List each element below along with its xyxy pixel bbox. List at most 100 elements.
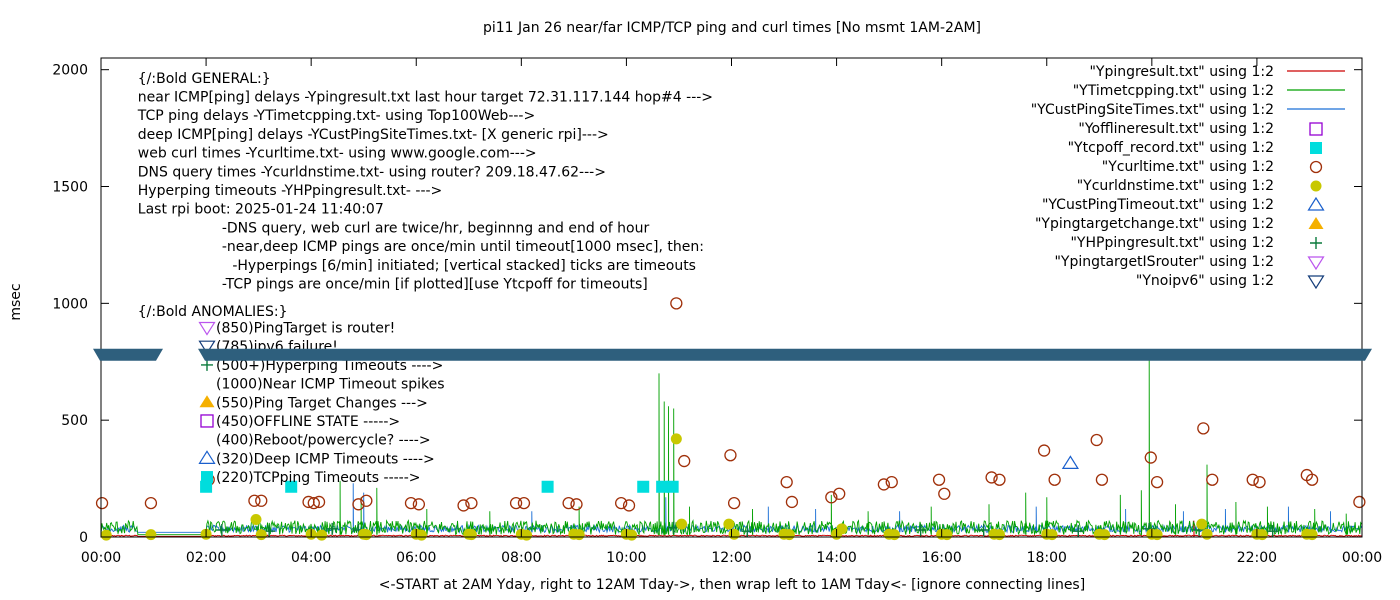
data-point — [250, 513, 262, 525]
annotation-layer: {/:Bold GENERAL:} near ICMP[ping] delays … — [137, 71, 713, 486]
data-point — [416, 529, 428, 541]
legend-label: "YTimetcpping.txt" using 1:2 — [1073, 83, 1274, 99]
point-series — [1061, 455, 1079, 469]
x-tick-label: 16:00 — [921, 550, 961, 566]
point-series — [95, 297, 1366, 512]
data-point — [1206, 473, 1219, 486]
legend-swatch — [1307, 256, 1325, 271]
legend: "Ypingresult.txt" using 1:2 "YTimetcpping… — [1031, 64, 1345, 290]
annotation-line: -DNS query, web curl are twice/hr, begin… — [222, 220, 650, 236]
data-point — [144, 496, 158, 510]
data-point — [637, 480, 650, 493]
axes: 00:00 02:00 04:00 06:00 08:00 10:00 12:00 14:00… — [52, 58, 1382, 566]
data-point — [676, 518, 688, 530]
data-point — [932, 473, 946, 486]
y-tick-label: 1500 — [52, 180, 88, 196]
x-tick-label: 08:00 — [501, 550, 541, 566]
data-point — [1306, 529, 1318, 541]
axis-break-bar-left — [93, 348, 163, 361]
data-point — [1061, 455, 1079, 469]
data-point — [1099, 529, 1111, 541]
annotation-line: TCP ping delays -YTimetcpping.txt- using… — [137, 108, 535, 124]
legend-swatch — [1310, 180, 1322, 192]
annotation-line: deep ICMP[ping] delays -YCustPingSiteTim… — [138, 127, 609, 143]
anomaly-line: (500+)Hyperping Timeouts ----> — [216, 358, 443, 374]
hyperping-timeout-mark — [741, 525, 754, 538]
annotation-line: -TCP pings are once/min [if plotted][use… — [222, 276, 648, 292]
legend-label: "Ycurltime.txt" using 1:2 — [1102, 159, 1274, 175]
data-point — [562, 496, 575, 510]
data-point — [1151, 529, 1163, 541]
data-point — [517, 496, 531, 510]
data-point — [1305, 473, 1319, 486]
data-point — [941, 529, 953, 541]
legend-label: "YCustPingSiteTimes.txt" using 1:2 — [1031, 102, 1274, 118]
hyperping-timeout-mark — [1266, 525, 1279, 538]
legend-swatch — [1307, 196, 1325, 211]
data-point — [724, 449, 737, 462]
data-point — [465, 529, 477, 541]
annotation-line: {/:Bold ANOMALIES:} — [138, 304, 288, 320]
data-point — [100, 529, 112, 541]
anomaly-line: (400)Reboot/powercycle? ----> — [216, 433, 431, 449]
y-axis-label: msec — [8, 283, 24, 320]
data-point — [1037, 444, 1051, 457]
data-point — [728, 528, 740, 540]
data-point — [412, 498, 426, 511]
data-point — [622, 499, 636, 512]
data-point — [885, 475, 898, 489]
data-point — [509, 496, 523, 510]
data-point — [1048, 473, 1061, 486]
x-tick-label: 00:00 — [1342, 550, 1382, 566]
x-tick-label: 06:00 — [396, 550, 436, 566]
data-point — [825, 491, 838, 504]
data-point — [993, 473, 1006, 486]
legend-swatch — [1309, 160, 1323, 174]
annotation-line: Last rpi boot: 2025-01-24 11:40:07 — [138, 202, 384, 218]
data-point — [670, 297, 683, 310]
legend-swatch — [1307, 275, 1325, 290]
data-point — [783, 529, 795, 541]
point-series — [200, 480, 679, 493]
legend-label: "Yofflineresult.txt" using 1:2 — [1078, 121, 1274, 137]
axis-break-bar — [198, 348, 1372, 361]
hyperping-timeout-mark — [326, 522, 339, 535]
y-tick-label: 0 — [79, 530, 88, 546]
data-point — [573, 529, 585, 541]
x-tick-label: 12:00 — [711, 550, 751, 566]
data-point — [285, 480, 298, 493]
data-point — [570, 498, 583, 511]
anomaly-marker — [198, 340, 216, 355]
legend-label: "Ycurldnstime.txt" using 1:2 — [1077, 178, 1274, 194]
data-point — [1246, 473, 1259, 486]
data-point — [316, 529, 328, 541]
data-point — [833, 487, 846, 500]
data-point — [248, 494, 261, 507]
data-point — [727, 496, 741, 510]
data-point — [312, 495, 326, 509]
data-point — [670, 433, 682, 445]
data-point — [656, 480, 669, 493]
data-point — [877, 478, 891, 491]
legend-label: "YCustPingTimeout.txt" using 1:2 — [1042, 197, 1274, 213]
y-tick-label: 1000 — [52, 296, 88, 312]
y-tick-label: 2000 — [52, 63, 88, 79]
anomaly-line: (450)OFFLINE STATE -----> — [216, 414, 400, 430]
legend-label: "Ynoipv6" using 1:2 — [1136, 273, 1274, 289]
data-point — [352, 498, 365, 511]
legend-label: "Ytcpoff_record.txt" using 1:2 — [1068, 140, 1274, 156]
anomaly-line: (220)TCPping Timeouts -----> — [216, 470, 421, 486]
anomaly-line: (550)Ping Target Changes ---> — [216, 395, 428, 411]
anomaly-line: (850)PingTarget is router! — [216, 321, 395, 337]
data-point — [521, 529, 533, 541]
x-tick-label: 00:00 — [81, 550, 121, 566]
chart-title: pi11 Jan 26 near/far ICMP/TCP ping and c… — [483, 20, 981, 36]
data-point — [255, 494, 268, 507]
data-point — [1090, 433, 1103, 447]
data-point — [626, 529, 638, 541]
data-point — [200, 480, 213, 493]
data-point — [360, 494, 373, 507]
data-point — [836, 523, 848, 535]
legend-swatch — [1308, 217, 1324, 229]
